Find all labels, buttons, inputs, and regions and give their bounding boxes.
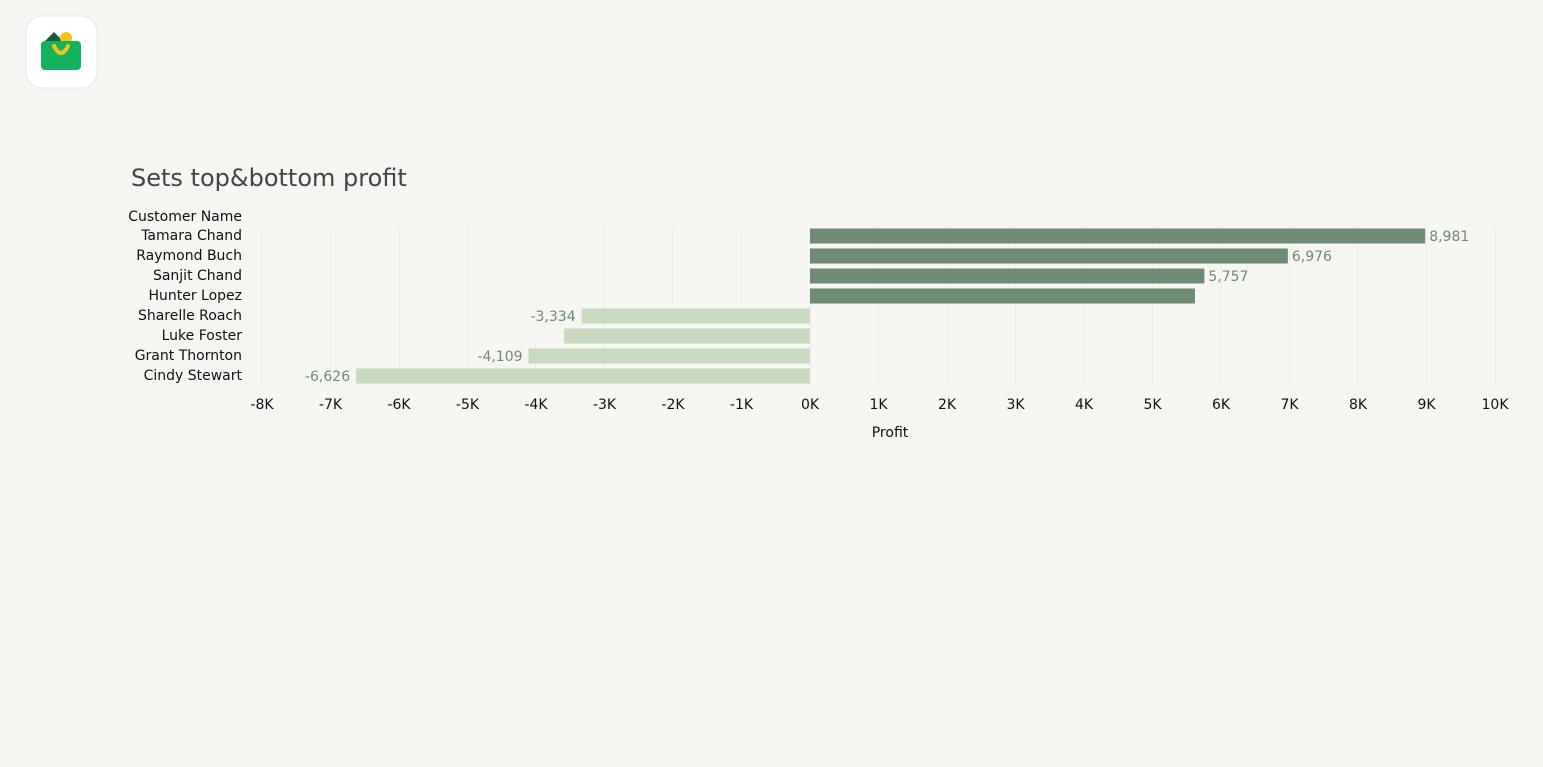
x-tick-label: 4K [1075,397,1094,413]
x-tick-label: 1K [869,397,888,413]
x-tick-label: 2K [938,397,957,413]
logo-shape [44,32,64,42]
x-tick-label: -6K [387,397,411,413]
bar [810,288,1195,304]
y-tick-label: Sanjit Chand [153,268,242,284]
y-tick-label: Hunter Lopez [148,288,242,304]
bar [810,268,1205,284]
data-label: 8,981 [1429,229,1469,245]
y-tick-label: Grant Thornton [135,348,242,364]
x-tick-label: 8K [1349,397,1368,413]
y-tick-label: Raymond Buch [136,248,242,264]
x-tick-label: 0K [801,397,820,413]
y-axis-title: Customer Name [128,209,242,225]
y-tick-label: Cindy Stewart [144,368,243,384]
y-tick-label: Luke Foster [162,328,243,344]
chart-title: Sets top&bottom profit [131,164,407,192]
bar [528,348,810,364]
bar [564,328,810,344]
data-label: -4,109 [477,349,522,365]
app-logo[interactable] [25,15,98,89]
x-tick-label: 10K [1482,397,1510,413]
x-tick-label: -3K [593,397,617,413]
logo-bag [41,41,81,70]
x-tick-label: -2K [661,397,685,413]
x-tick-label: 5K [1143,397,1162,413]
logo-smile [52,44,70,55]
x-tick-label: -8K [250,397,274,413]
x-tick-label: 7K [1280,397,1299,413]
x-tick-label: -4K [524,397,548,413]
x-axis-title: Profit [872,425,909,441]
y-tick-label: Sharelle Roach [138,308,242,324]
y-tick-label: Tamara Chand [140,228,242,244]
bar [581,308,810,324]
x-tick-label: -1K [730,397,754,413]
data-label: -3,334 [530,309,575,325]
data-label: 5,757 [1208,269,1248,285]
x-tick-label: 3K [1006,397,1025,413]
x-tick-label: 9K [1417,397,1436,413]
bar [356,368,810,384]
x-tick-label: -7K [319,397,343,413]
bar [810,228,1426,244]
x-tick-label: -5K [456,397,480,413]
x-tick-label: 6K [1212,397,1231,413]
bar [810,248,1288,264]
data-label: 6,976 [1292,249,1332,265]
plot: -8K -7K -6K -5K -4K -3K -2K -1K 0K 1K 2K 3K 4K 5K 6K 7K… [135,226,1510,413]
data-label: -6,626 [305,369,350,385]
